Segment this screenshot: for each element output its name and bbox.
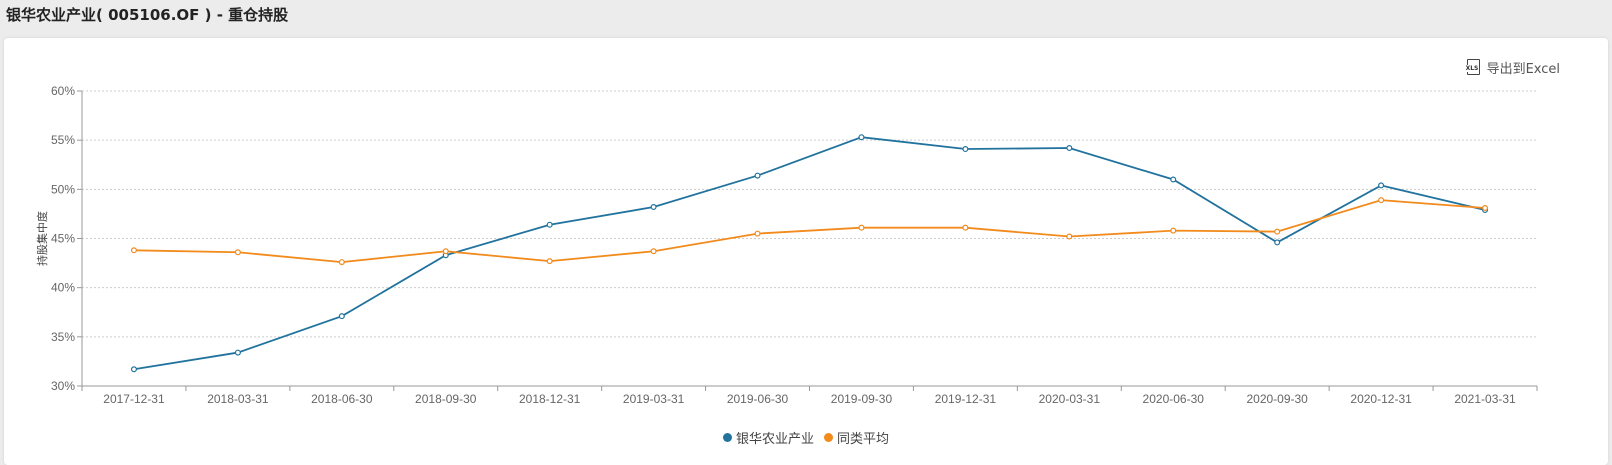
x-tick-label: 2017-12-31 xyxy=(103,392,165,406)
data-point xyxy=(546,258,553,265)
data-point xyxy=(1482,205,1489,212)
data-point xyxy=(1066,233,1073,240)
legend-marker xyxy=(824,433,833,442)
legend-marker xyxy=(722,433,732,442)
export-excel-label: 导出到Excel xyxy=(1486,62,1560,77)
data-point xyxy=(962,224,969,231)
data-point xyxy=(754,230,761,237)
data-point xyxy=(338,259,345,266)
data-point xyxy=(1066,145,1073,152)
chart-panel xyxy=(4,38,1608,465)
data-point xyxy=(1274,228,1281,235)
data-point xyxy=(650,204,657,211)
xls-icon-text: XLS xyxy=(1464,65,1480,72)
x-tick-label: 2019-12-31 xyxy=(935,392,997,406)
data-point xyxy=(962,146,969,153)
xls-file-icon: XLS xyxy=(1464,59,1481,76)
y-axis-label: 持股集中度 xyxy=(35,211,49,266)
data-point xyxy=(130,366,137,373)
data-point xyxy=(442,248,449,255)
x-tick-label: 2018-03-31 xyxy=(207,392,269,406)
data-point xyxy=(858,224,865,231)
y-tick-label: 45% xyxy=(51,232,75,246)
x-tick-label: 2019-03-31 xyxy=(623,392,685,406)
chart-legend: 银华农业产业 同类平均 xyxy=(0,428,1612,447)
x-tick-label: 2019-06-30 xyxy=(727,392,789,406)
data-point xyxy=(1274,239,1281,246)
y-tick-label: 35% xyxy=(51,330,75,344)
export-excel-button[interactable]: XLS 导出到Excel xyxy=(1464,58,1560,77)
x-tick-label: 2020-09-30 xyxy=(1246,392,1308,406)
x-tick-label: 2018-09-30 xyxy=(415,392,477,406)
y-tick-label: 50% xyxy=(51,182,75,196)
x-tick-label: 2021-03-31 xyxy=(1454,392,1516,406)
data-point xyxy=(546,221,553,228)
legend-item-1[interactable]: 银华农业产业 xyxy=(722,428,814,447)
legend-label: 银华农业产业 xyxy=(735,432,814,447)
data-point xyxy=(650,248,657,255)
data-point xyxy=(754,172,761,179)
data-point xyxy=(858,134,865,141)
data-point xyxy=(130,247,137,254)
page-title: 银华农业产业( 005106.OF ) - 重仓持股 xyxy=(6,6,289,24)
y-tick-label: 40% xyxy=(51,281,75,295)
x-tick-label: 2019-09-30 xyxy=(831,392,893,406)
y-tick-label: 60% xyxy=(51,84,75,98)
y-tick-label: 55% xyxy=(51,133,75,147)
x-tick-label: 2020-06-30 xyxy=(1143,392,1205,406)
x-tick-label: 2018-06-30 xyxy=(311,392,373,406)
x-tick-label: 2020-03-31 xyxy=(1039,392,1101,406)
data-point xyxy=(1378,182,1385,189)
data-point xyxy=(1170,227,1177,234)
data-point xyxy=(234,349,241,356)
series-line-1 xyxy=(133,136,1486,371)
x-tick-label: 2018-12-31 xyxy=(519,392,581,406)
data-point xyxy=(338,313,345,320)
data-point xyxy=(1170,176,1177,183)
legend-item-2[interactable]: 同类平均 xyxy=(824,428,889,447)
legend-label: 同类平均 xyxy=(837,432,890,447)
data-point xyxy=(234,249,241,256)
data-point xyxy=(1378,197,1385,204)
x-tick-label: 2020-12-31 xyxy=(1350,392,1412,406)
series-line-2 xyxy=(133,199,1486,264)
y-tick-label: 30% xyxy=(51,379,75,393)
